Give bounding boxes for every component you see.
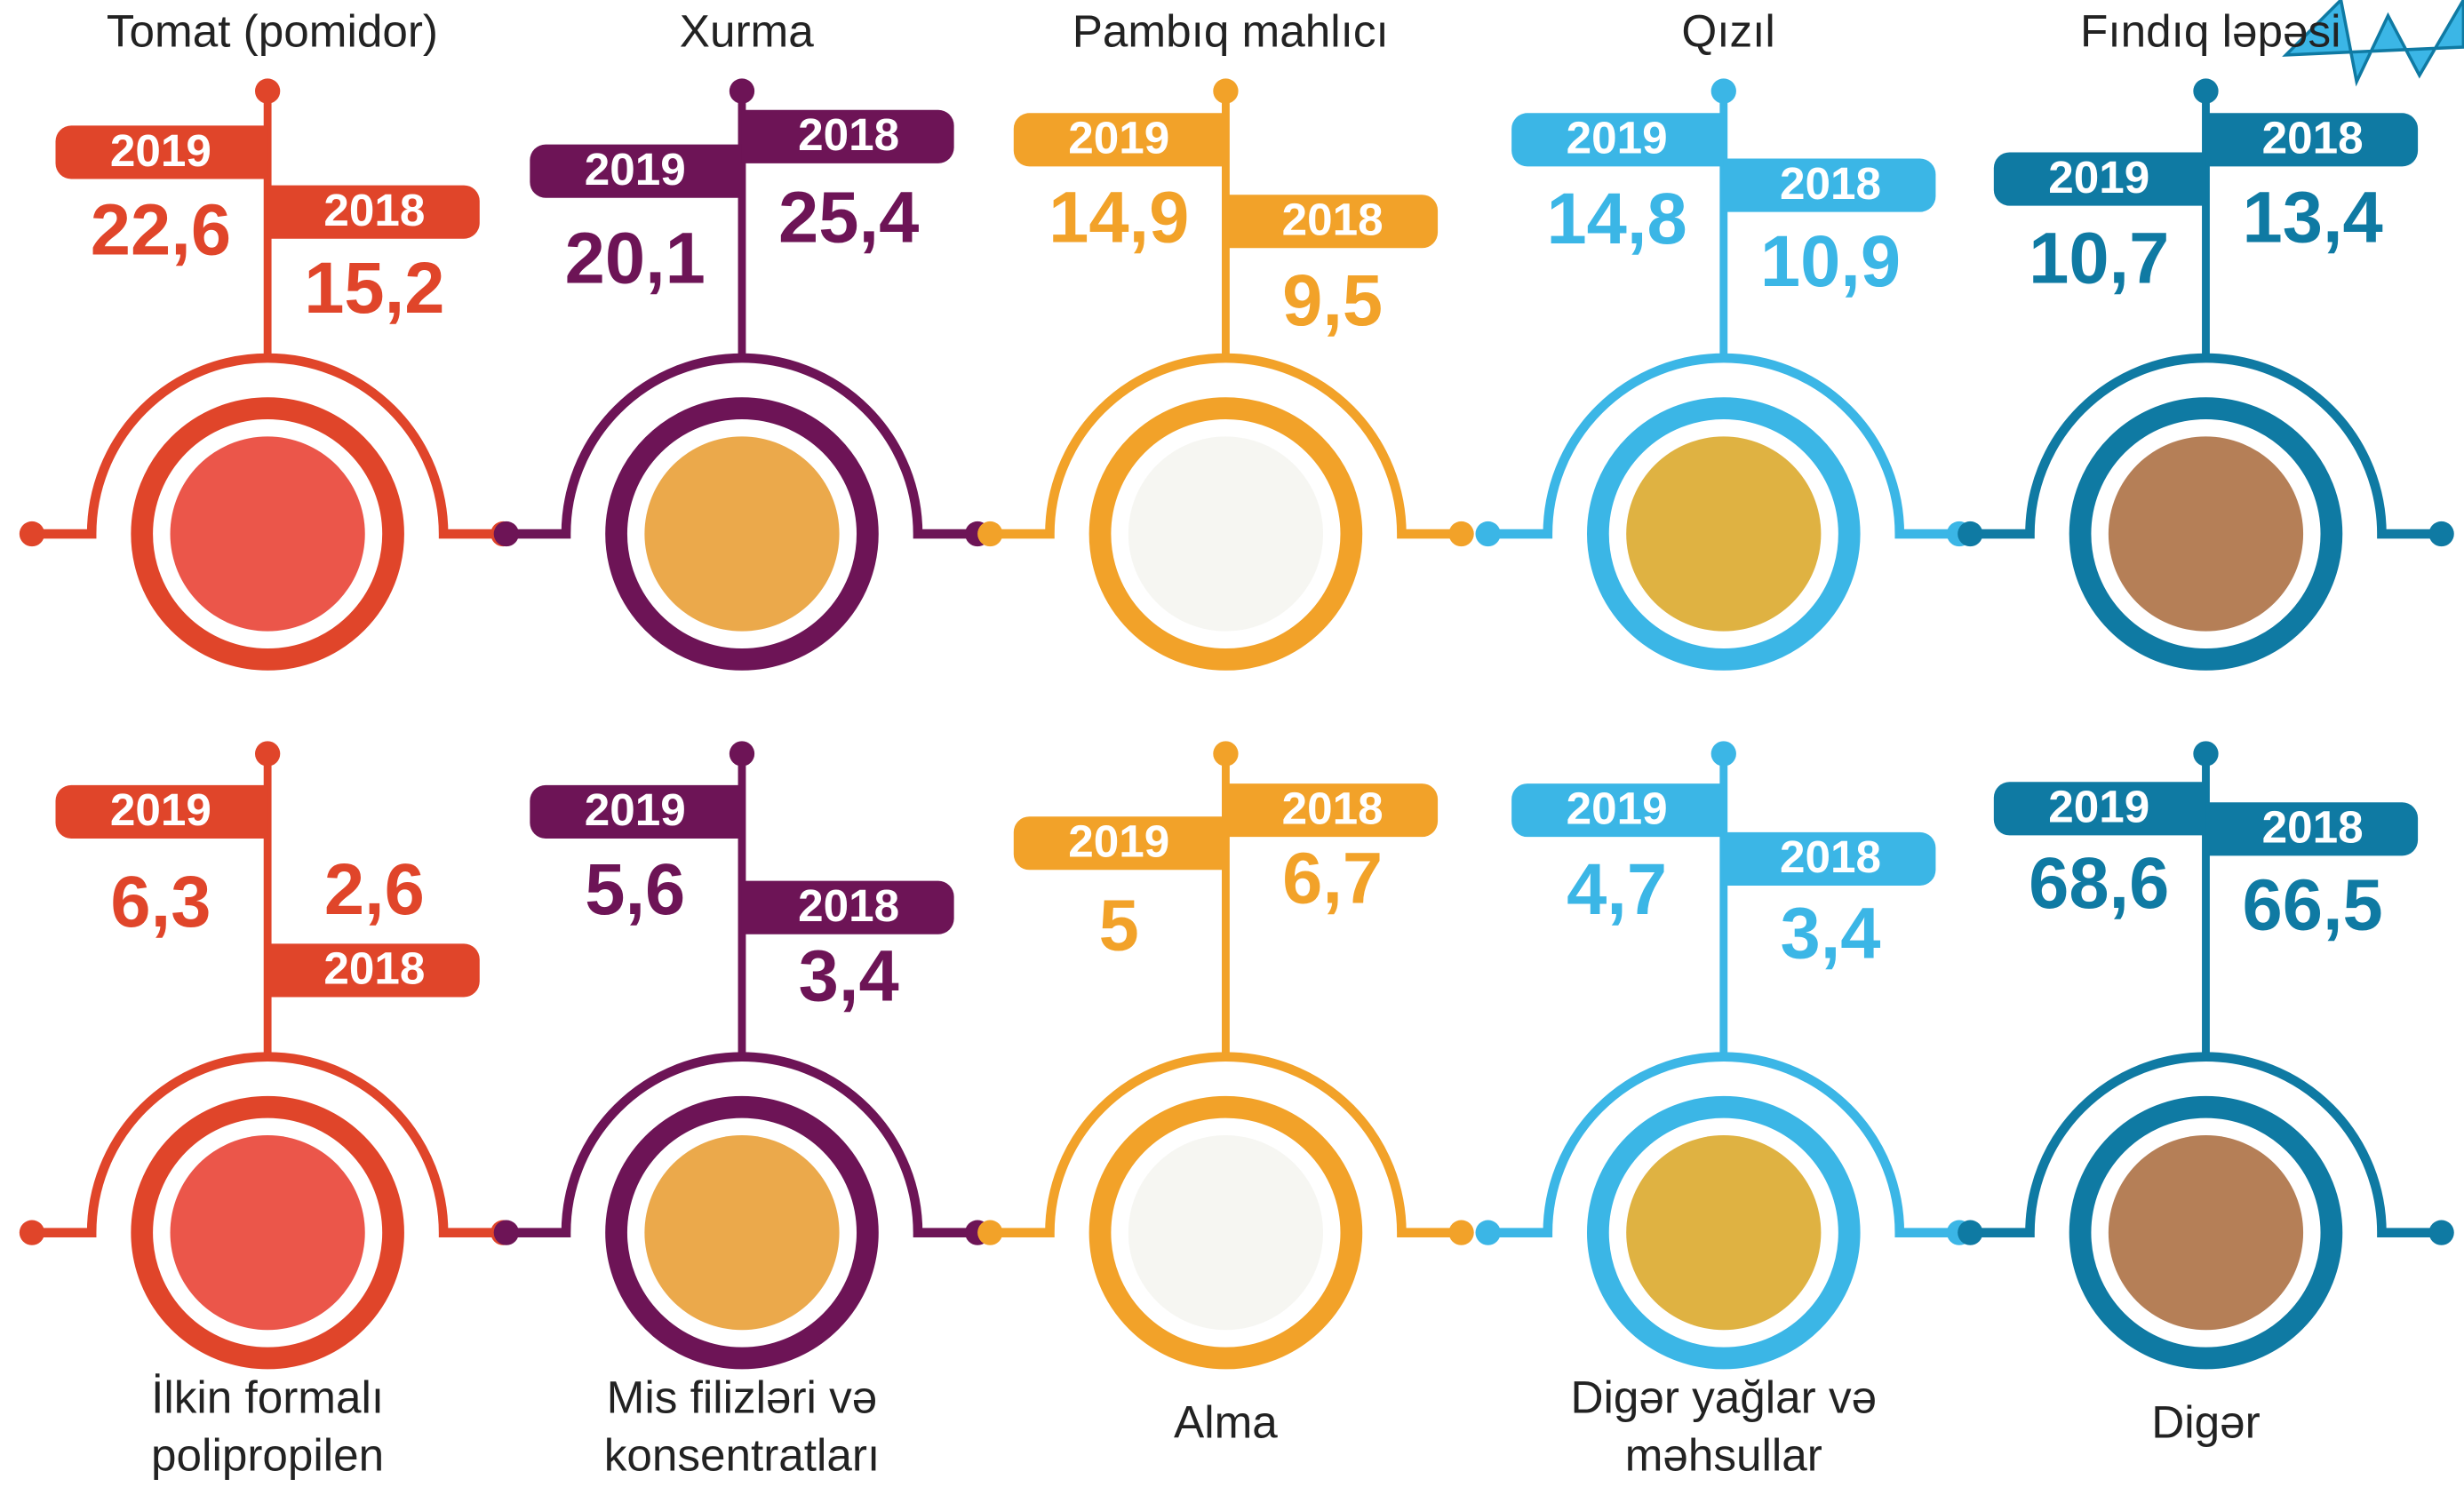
value-label: 4,7 xyxy=(1567,849,1667,930)
year-label: 2019 xyxy=(2048,782,2149,832)
year-label: 2019 xyxy=(1567,783,1668,833)
value-label: 9,5 xyxy=(1282,260,1383,341)
year-label: 2019 xyxy=(110,784,211,835)
value-label: 14,9 xyxy=(1049,177,1189,258)
item-title: məhsullar xyxy=(1625,1430,1822,1481)
product-image xyxy=(644,436,839,631)
product-image xyxy=(644,1135,839,1330)
item-title: Digər xyxy=(2151,1397,2260,1448)
connector-dot xyxy=(1711,741,1736,766)
connector-dot xyxy=(730,741,754,766)
connector-dot xyxy=(1213,78,1238,103)
connector-dot xyxy=(1711,78,1736,103)
value-label: 6,7 xyxy=(1282,839,1383,919)
connector-dot xyxy=(255,741,280,766)
arm-dot xyxy=(977,521,1002,546)
item-title: Mis filizləri və xyxy=(607,1372,878,1422)
arm-dot xyxy=(1958,1220,1982,1244)
value-label: 20,1 xyxy=(565,218,706,298)
arm-dot xyxy=(2428,521,2453,546)
connector-dot xyxy=(255,78,280,103)
value-label: 14,8 xyxy=(1546,179,1687,259)
year-label: 2018 xyxy=(798,109,899,160)
arm-dot xyxy=(494,521,519,546)
year-label: 2018 xyxy=(2262,802,2364,853)
year-label: 2018 xyxy=(1282,783,1384,833)
item-title: Fındıq ləpəsi xyxy=(2080,5,2340,56)
year-label: 2019 xyxy=(585,784,686,835)
value-label: 10,9 xyxy=(1760,221,1901,302)
year-label: 2018 xyxy=(1780,831,1881,882)
value-label: 15,2 xyxy=(304,248,444,329)
connector-dot xyxy=(2193,741,2218,766)
year-label: 2018 xyxy=(1282,195,1384,245)
item-title: Xurma xyxy=(680,5,814,56)
product-image xyxy=(2109,436,2303,631)
arm-dot xyxy=(20,1220,44,1244)
arm-dot xyxy=(977,1220,1002,1244)
arm-dot xyxy=(20,521,44,546)
product-image xyxy=(1626,436,1821,631)
connector-dot xyxy=(730,78,754,103)
value-label: 22,6 xyxy=(91,190,231,271)
item-title: İlkin formalı xyxy=(151,1372,384,1422)
value-label: 2,6 xyxy=(324,849,425,930)
product-image xyxy=(2109,1135,2303,1330)
item-title: polipropilen xyxy=(151,1430,384,1481)
value-label: 3,4 xyxy=(799,935,899,1016)
arm-dot xyxy=(2428,1220,2453,1244)
item-title: Tomat (pomidor) xyxy=(107,5,438,56)
value-label: 25,4 xyxy=(778,177,919,258)
year-label: 2019 xyxy=(1068,113,1169,163)
value-label: 6,3 xyxy=(110,862,211,942)
value-label: 68,6 xyxy=(2029,843,2169,924)
item-title: konsentratları xyxy=(604,1430,881,1481)
value-label: 13,4 xyxy=(2243,177,2383,258)
product-image xyxy=(1128,436,1323,631)
value-label: 10,7 xyxy=(2029,218,2169,298)
arm-dot xyxy=(1475,521,1500,546)
item-title: Pambıq mahlıcı xyxy=(1073,5,1389,56)
year-label: 2019 xyxy=(1068,816,1169,867)
year-label: 2019 xyxy=(2048,152,2149,203)
year-label: 2018 xyxy=(2262,113,2364,163)
value-label: 5 xyxy=(1099,886,1139,966)
item-title: Digər yağlar və xyxy=(1570,1372,1877,1422)
product-image xyxy=(1626,1135,1821,1330)
year-label: 2018 xyxy=(323,185,425,235)
connector-dot xyxy=(2193,78,2218,103)
infographic: 2019 22,6 2018 15,2 Tomat (pomidor) 2019 20,1 2… xyxy=(0,0,2464,1487)
item-title: Alma xyxy=(1174,1397,1278,1448)
arm-dot xyxy=(1448,521,1473,546)
arm-dot xyxy=(494,1220,519,1244)
product-image xyxy=(171,436,365,631)
arm-dot xyxy=(1475,1220,1500,1244)
year-label: 2019 xyxy=(585,144,686,195)
arm-dot xyxy=(1448,1220,1473,1244)
product-image xyxy=(1128,1135,1323,1330)
value-label: 5,6 xyxy=(585,849,685,930)
item-title: Qızıl xyxy=(1681,5,1774,56)
year-label: 2018 xyxy=(1780,158,1881,209)
year-label: 2019 xyxy=(110,125,211,176)
arm-dot xyxy=(1958,521,1982,546)
year-label: 2019 xyxy=(1567,113,1668,163)
product-image xyxy=(171,1135,365,1330)
year-label: 2018 xyxy=(323,943,425,994)
year-label: 2018 xyxy=(798,880,899,931)
connector-dot xyxy=(1213,741,1238,766)
value-label: 3,4 xyxy=(1780,894,1880,974)
value-label: 66,5 xyxy=(2243,865,2383,946)
